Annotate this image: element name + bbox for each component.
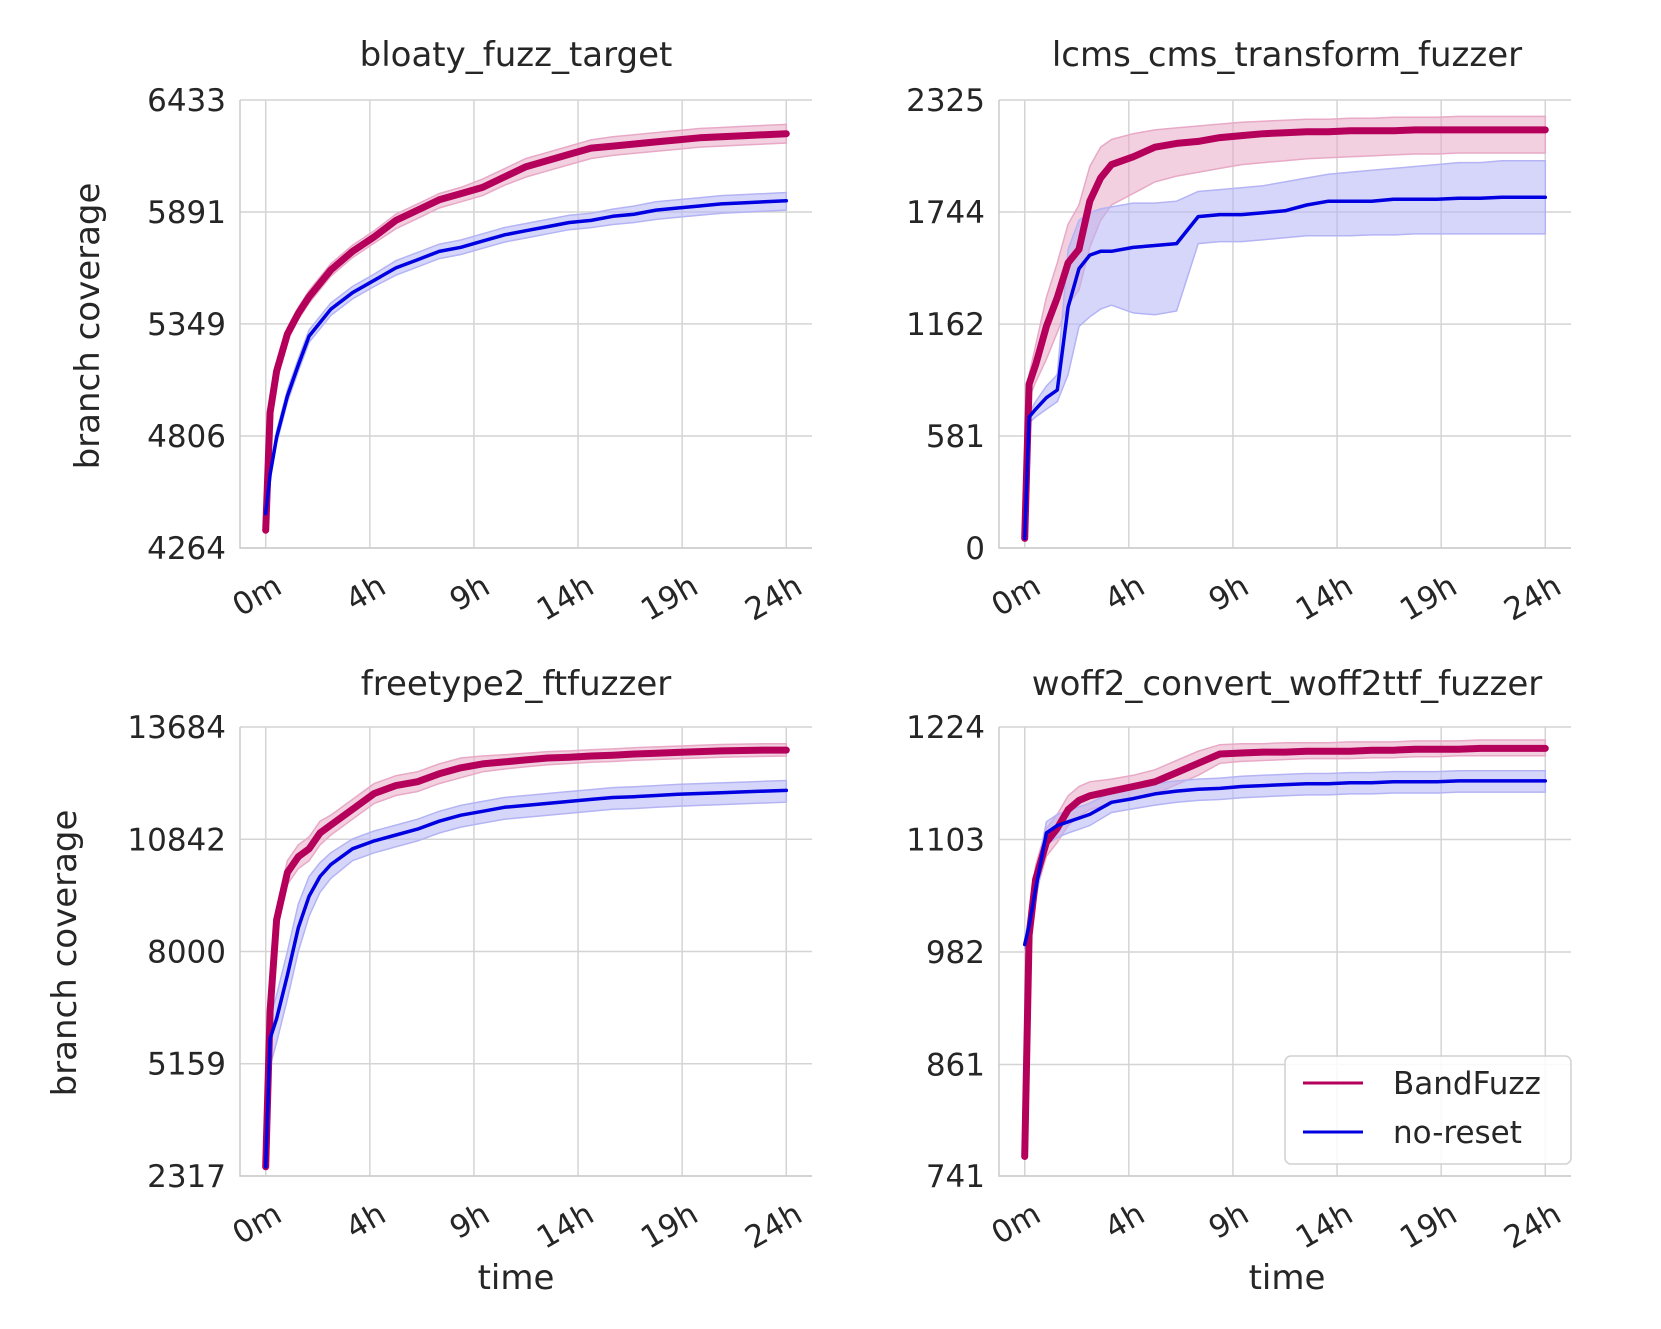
y-tick-label: 0	[965, 531, 985, 567]
confidence-band-no-reset	[1023, 769, 1547, 950]
x-tick-label: 14h	[531, 1196, 600, 1257]
y-tick-label: 8000	[147, 935, 226, 971]
panel-freetype2-ftfuzzer: freetype2_ftfuzzer 2317 5159 8000 10842 1368…	[45, 664, 812, 1298]
panel-title: bloaty_fuzz_target	[360, 35, 673, 75]
legend: BandFuzz no-reset	[1284, 1055, 1572, 1165]
axes-spine	[998, 727, 1571, 1177]
x-tick-label: 24h	[1498, 568, 1567, 629]
y-tick-label: 1162	[906, 307, 985, 343]
legend-label-no-reset: no-reset	[1393, 1115, 1522, 1151]
y-tick-label: 10842	[127, 822, 226, 858]
x-tick-label: 9h	[444, 568, 496, 619]
x-tick-label: 19h	[635, 1196, 704, 1257]
x-tick-label: 19h	[635, 568, 704, 629]
series-line-bandfuzz	[262, 746, 790, 1171]
x-tick-label: 9h	[444, 1196, 496, 1247]
x-tick-label: 9h	[1203, 1196, 1255, 1247]
panel-bloaty-fuzz-target: bloaty_fuzz_target 42644806534958916433 …	[68, 35, 812, 628]
y-tick-label: 581	[926, 419, 985, 455]
axes-spine	[998, 100, 1571, 549]
confidence-band-no-reset	[264, 779, 788, 1169]
x-tick-label: 14h	[531, 568, 600, 629]
y-tick-label: 4806	[147, 419, 226, 455]
y-tick-label: 861	[926, 1047, 985, 1083]
x-tick-label: 0m	[986, 568, 1047, 624]
confidence-band-bandfuzz	[264, 123, 788, 533]
x-tick-label: 0m	[227, 568, 288, 624]
series-line-bandfuzz	[1021, 744, 1549, 1160]
x-tick-label: 19h	[1394, 1196, 1463, 1257]
x-tick-label: 4h	[340, 568, 392, 619]
y-tick-label: 5349	[147, 307, 226, 343]
series-line-no-reset	[1022, 195, 1548, 541]
confidence-band-bandfuzz	[1023, 115, 1547, 541]
x-tick-label: 14h	[1290, 1196, 1359, 1257]
y-tick-label: 741	[926, 1159, 985, 1195]
x-tick-label: 0m	[986, 1196, 1047, 1252]
panel-title: lcms_cms_transform_fuzzer	[1052, 35, 1522, 75]
panel-lcms-cms-transform-fuzzer: lcms_cms_transform_fuzzer 0 581 1162 1744 23…	[906, 35, 1571, 628]
x-tick-label: 24h	[1498, 1196, 1567, 1257]
series-line-no-reset	[1022, 779, 1548, 947]
x-tick-label: 4h	[1099, 568, 1151, 619]
y-tick-label: 4264	[147, 531, 226, 567]
series-line-no-reset	[263, 788, 789, 1169]
panel-title: woff2_convert_woff2ttf_fuzzer	[1032, 664, 1542, 704]
x-tick-label: 24h	[739, 568, 808, 629]
confidence-band-no-reset	[264, 191, 788, 516]
confidence-band-no-reset	[1023, 159, 1547, 541]
y-tick-label: 2317	[147, 1159, 226, 1195]
y-tick-label: 13684	[127, 710, 226, 746]
panel-title: freetype2_ftfuzzer	[361, 664, 671, 704]
x-tick-label: 4h	[340, 1196, 392, 1247]
x-tick-label: 14h	[1290, 568, 1359, 629]
y-tick-label: 5891	[147, 195, 226, 231]
y-axis-label: branch coverage	[45, 810, 85, 1097]
series-line-no-reset	[263, 199, 789, 516]
y-tick-label: 1224	[906, 710, 985, 746]
axes-spine	[239, 727, 812, 1177]
x-tick-label: 9h	[1203, 568, 1255, 619]
x-axis-label: time	[478, 1258, 555, 1298]
confidence-band-bandfuzz	[264, 742, 788, 1169]
axes-spine	[239, 100, 812, 549]
y-tick-label: 5159	[147, 1047, 226, 1083]
panel-woff2-convert-woff2ttf-fuzzer: woff2_convert_woff2ttf_fuzzer 741 861 982 1…	[906, 664, 1571, 1298]
x-tick-label: 19h	[1394, 568, 1463, 629]
y-tick-label: 1103	[906, 822, 985, 858]
y-tick-label: 6433	[147, 83, 226, 119]
y-axis-label: branch coverage	[68, 183, 108, 470]
x-tick-label: 4h	[1099, 1196, 1151, 1247]
x-tick-label: 0m	[227, 1196, 288, 1252]
series-line-bandfuzz	[1021, 126, 1549, 542]
x-axis-label: time	[1249, 1258, 1326, 1298]
legend-label-bandfuzz: BandFuzz	[1393, 1066, 1541, 1102]
x-tick-label: 24h	[739, 1196, 808, 1257]
series-line-bandfuzz	[262, 130, 790, 534]
y-tick-label: 2325	[906, 83, 985, 119]
y-tick-label: 982	[926, 935, 985, 971]
y-tick-label: 1744	[906, 195, 985, 231]
